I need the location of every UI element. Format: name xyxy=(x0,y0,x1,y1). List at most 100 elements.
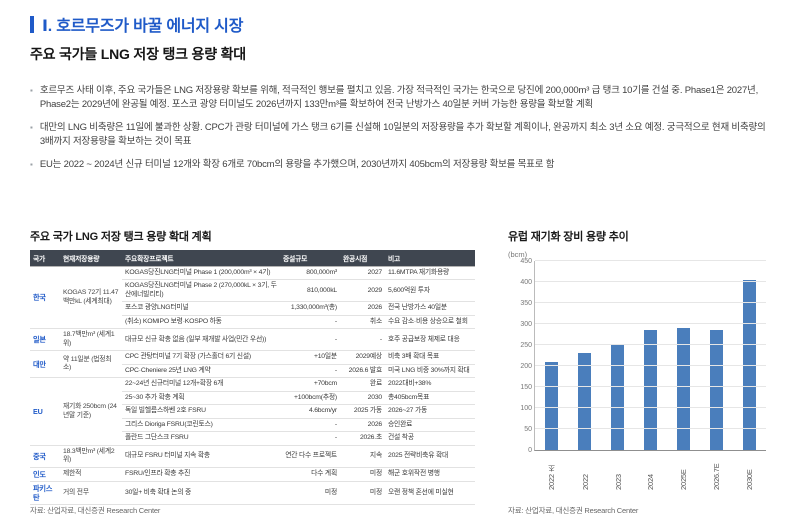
column-header: 주요확장프로젝트 xyxy=(122,250,280,267)
table-section: 주요 국가 LNG 저장 탱크 용량 확대 계획 국가 현재저장용량 주요확장프로젝… xyxy=(30,228,475,516)
bullet-marker-icon: ▪ xyxy=(30,86,33,95)
chart-x-axis-labels: 2022 초 2022 2023 2024 2025E 2026.7E 2030E xyxy=(534,454,766,490)
project-cell: 대규모 FSRU 터미널 지속 확충 xyxy=(122,444,280,468)
completion-cell: 취소 xyxy=(340,315,385,330)
table-row: 중국 18.3백만m³ (세계2위) 대규모 FSRU 터미널 지속 확충 연간 다수… xyxy=(30,444,475,468)
x-axis-tick-label: 2022 xyxy=(580,474,590,490)
chart-bars xyxy=(535,261,766,450)
chart-gridline xyxy=(535,281,766,282)
title-accent-bar xyxy=(30,15,34,33)
source-note-left: 자료: 산업자료, 대신증권 Research Center xyxy=(30,506,161,515)
table-row: 한국 KOGAS 72기 11.47백만kL (세계최대) KOGAS당진LNG터미… xyxy=(30,265,475,330)
table-row: 포스코 광양LNG터미널 1,330,000m³(총) 2026 전국 난방가스 40… xyxy=(30,301,475,316)
table-row: EU 재기화 250bcm (24년말 기준) 22~24년 신규터미널 12개+확… xyxy=(30,377,475,446)
bullet-text: EU는 2022 ~ 2024년 신규 터미널 12개와 확장 6개로 70bc… xyxy=(39,159,555,170)
scale-cell: 연간 다수 프로젝트 xyxy=(280,444,340,468)
capacity-cell: 재기화 250bcm (24년말 기준) xyxy=(60,377,122,446)
scale-cell: - xyxy=(280,328,340,352)
country-cell: 대만 xyxy=(30,350,60,379)
chart-gridline xyxy=(535,344,766,345)
completion-cell: 2029 xyxy=(340,279,385,303)
note-cell: 호주 공급보장 체제로 대응 xyxy=(385,328,475,352)
lng-capacity-table: 국가 현재저장용량 주요확장프로젝트 증설규모 완공시점 비고 한국 KOGAS 72기 1… xyxy=(30,250,475,505)
completion-cell: 2026 xyxy=(340,418,385,433)
bullet-marker-icon: ▪ xyxy=(30,123,33,132)
note-cell: 2026~27 가동 xyxy=(385,404,475,419)
table-row: 독일 빌헬름스하벤 2호 FSRU 4.6bcm/yr 2025 가동 2026~27… xyxy=(30,404,475,419)
completion-cell: 2025 가동 xyxy=(340,404,385,419)
page-subtitle: 주요 국가들 LNG 저장 탱크 용량 확대 xyxy=(30,46,246,62)
project-cell: 독일 빌헬름스하벤 2호 FSRU xyxy=(122,404,280,419)
scale-cell: 810,000kL xyxy=(280,279,340,303)
y-axis-tick-label: 150 xyxy=(520,384,532,392)
y-axis-tick-label: 450 xyxy=(520,258,532,265)
y-axis-tick-label: 100 xyxy=(520,405,532,413)
chart-unit-label: (bcm) xyxy=(508,250,528,259)
table-row: KOGAS당진LNG터미널 Phase 2 (270,000kL × 3기, 두… xyxy=(30,279,475,303)
chart-gridline xyxy=(535,428,766,429)
project-cell: 대규모 신규 확충 없음 (일부 재개발 사업(민간 우선)) xyxy=(122,328,280,352)
main-content: 주요 국가 LNG 저장 탱크 용량 확대 계획 국가 현재저장용량 주요확장프로젝… xyxy=(30,228,770,516)
scale-cell: 1,330,000m³(총) xyxy=(280,301,340,316)
scale-cell: 다수 계획 xyxy=(280,466,340,482)
chart-bar xyxy=(644,330,657,450)
chart-gridline xyxy=(535,386,766,387)
country-cell: 일본 xyxy=(30,328,60,352)
scale-cell: 800,000m³ xyxy=(280,265,340,281)
scale-cell: - xyxy=(280,364,340,379)
project-cell: 그리스 Dioriga FSRU(코린토스) xyxy=(122,418,280,433)
project-cell: 30일+ 비축 확대 논의 중 xyxy=(122,480,280,505)
completion-cell: 2027 xyxy=(340,265,385,281)
source-note-right: 자료: 산업자료, 대신증권 Research Center xyxy=(508,506,639,515)
x-axis-tick-label: 2023 xyxy=(613,474,623,490)
lng-table-body: 한국 KOGAS 72기 11.47백만kL (세계최대) KOGAS당진LNG터미… xyxy=(30,265,475,505)
completion-cell: 2026.6 발효 xyxy=(340,364,385,379)
x-axis-tick-label: 2026.7E xyxy=(712,463,722,490)
y-axis-tick-label: 50 xyxy=(524,426,532,434)
y-axis-tick-label: 350 xyxy=(520,300,532,307)
note-cell: 5,600억원 투자 xyxy=(385,279,475,303)
chart-gridline xyxy=(535,302,766,303)
project-cell: 25~30 추가 확충 계획 xyxy=(122,391,280,406)
project-cell: CPC 관탕터미널 7기 확장 (가스홀더 6기 신설) xyxy=(122,350,280,365)
column-header: 국가 xyxy=(30,250,60,267)
table-row: 대만 약 11일분 (법정최소) CPC 관탕터미널 7기 확장 (가스홀더 6기 … xyxy=(30,350,475,379)
project-cell: CPC·Cheniere 25년 LNG 계약 xyxy=(122,364,280,379)
bullet-text: 호르무즈 사태 이후, 주요 국가들은 LNG 저장용량 확보를 위해, 적극적… xyxy=(39,85,759,110)
capacity-cell: 18.3백만m³ (세계2위) xyxy=(60,444,122,468)
scale-cell: - xyxy=(280,418,340,433)
capacity-cell: KOGAS 72기 11.47백만kL (세계최대) xyxy=(60,265,122,330)
country-cell: EU xyxy=(30,377,60,446)
column-header: 현재저장용량 xyxy=(60,250,122,267)
chart-bar xyxy=(578,353,591,450)
note-cell: 11.6MTPA 재기화용량 xyxy=(385,265,475,281)
table-row: 파키스탄 거의 전무 30일+ 비축 확대 논의 중 미정 미정 오랜 정책 혼선에 미실… xyxy=(30,480,475,505)
table-row: 폴란드 그단스크 FSRU -2026.초 건설 착공 xyxy=(30,431,475,446)
note-cell: 비축 3배 확대 목표 xyxy=(385,350,475,365)
project-cell: KOGAS당진LNG터미널 Phase 2 (270,000kL × 3기, 두… xyxy=(122,279,280,303)
note-cell: 미국 LNG 비중 30%까지 확대 xyxy=(385,364,475,379)
scale-cell: +70bcm xyxy=(280,377,340,392)
chart-gridline xyxy=(535,365,766,366)
chart-bar xyxy=(545,361,558,450)
y-axis-tick-label: 0 xyxy=(528,447,532,454)
completion-cell: 2030 xyxy=(340,391,385,406)
capacity-cell: 약 11일분 (법정최소) xyxy=(60,350,122,379)
table-row: 그리스 Dioriga FSRU(코린토스) -2026 승인완료 xyxy=(30,418,475,433)
bullet-item: ▪ 대만의 LNG 비축량은 11일에 불과한 상황. CPC가 관랑 터미널에 … xyxy=(30,121,772,149)
table-row: CPC·Cheniere 25년 LNG 계약 -2026.6 발효 미국 LNG … xyxy=(30,364,475,379)
country-cell: 중국 xyxy=(30,444,60,468)
country-cell: 파키스탄 xyxy=(30,480,60,505)
page-header: Ⅰ. 호르무즈가 바꿀 에너지 시장 xyxy=(30,12,243,36)
column-header: 비고 xyxy=(385,250,475,267)
column-header: 증설규모 xyxy=(280,250,340,267)
scale-cell: +100bcm(추정) xyxy=(280,391,340,406)
x-axis-tick-label: 2022 초 xyxy=(546,464,556,490)
bullet-text: 대만의 LNG 비축량은 11일에 불과한 상황. CPC가 관랑 터미널에 가… xyxy=(39,122,766,147)
table-row: (취소) KOMIPO 보령·KOSPO 하동 - 취소 수요 감소·비용 상승으로 … xyxy=(30,315,475,330)
section-title: Ⅰ. 호르무즈가 바꿀 에너지 시장 xyxy=(42,18,244,35)
bar-chart-plot: 0 50 100 150 200 250 300 350 400 450 xyxy=(520,258,766,454)
table-row: 인도 제한적 FSRU/인프라 확충 추진 다수 계획 미정 해군 호위작전 병행 xyxy=(30,466,475,482)
project-cell: KOGAS당진LNG터미널 Phase 1 (200,000m³ × 4기) xyxy=(122,265,280,281)
